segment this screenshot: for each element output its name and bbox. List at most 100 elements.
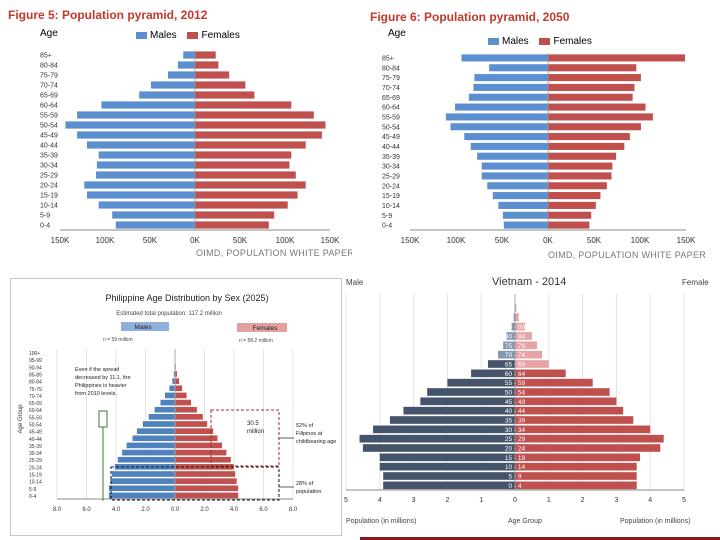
bar-female — [548, 201, 596, 209]
bar-male — [498, 350, 515, 359]
legend-swatch-males — [136, 31, 147, 39]
age-tick-label: 0-4 — [29, 494, 36, 500]
bar-male — [420, 397, 515, 406]
bar-male — [131, 434, 176, 442]
bracket-value-1: 30.5 — [247, 421, 259, 427]
bar-male — [164, 392, 176, 399]
bar-male — [168, 71, 195, 79]
bar-female — [195, 61, 219, 69]
age-tick-label: 25-29 — [40, 173, 58, 180]
bar-male — [474, 74, 548, 82]
legend-females: Females — [553, 36, 592, 47]
figure5-legend: Males Females — [128, 30, 240, 41]
bar-female — [548, 182, 607, 190]
age-tick-label: 35-39 — [382, 154, 400, 161]
bar-male — [171, 377, 176, 385]
age-tick-label: 0-4 — [40, 223, 50, 230]
figure5-age-header: Age — [40, 28, 58, 39]
bar-male — [445, 113, 548, 121]
age-tick-label: 35-39 — [40, 153, 58, 160]
x-tick-label: 4.0 — [112, 507, 121, 513]
bar-female — [548, 142, 625, 150]
bar-female — [195, 131, 322, 139]
x-tick-label: 50K — [587, 236, 602, 245]
bracket-note-line: childbearing age — [296, 439, 336, 445]
bar-female — [548, 192, 601, 200]
age-tick-label: 45-49 — [382, 134, 400, 141]
bar-female — [515, 481, 637, 490]
bar-female — [195, 161, 290, 169]
bar-male — [389, 416, 515, 424]
bar-female — [195, 201, 288, 209]
bar-male — [383, 481, 515, 490]
bar-male — [108, 492, 176, 499]
x-tick-label: 2.0 — [200, 507, 209, 513]
bar-female — [195, 171, 296, 179]
philippines-title: Philippine Age Distribution by Sex (2025… — [105, 293, 268, 303]
bar-male — [117, 456, 176, 464]
bar-male — [511, 322, 515, 331]
bar-male — [142, 420, 176, 428]
bar-male — [455, 103, 548, 111]
figure6-chart: 0-4 5-9 10-14 15-19 20-24 25-29 30-34 35-39 40-4… — [382, 53, 696, 245]
age-tick-label: 75-79 — [29, 387, 42, 393]
age-tick-label: 75-79 — [40, 73, 58, 80]
bar-female — [515, 462, 637, 471]
x-tick-label: 50K — [495, 236, 510, 245]
x-tick-label: 8.0 — [53, 507, 62, 513]
age-tick-label: 20-24 — [382, 183, 400, 190]
legend-swatch-males — [121, 322, 169, 331]
bar-female — [515, 434, 664, 443]
vietnam-title: Vietnam - 2014 — [492, 276, 567, 288]
bar-male — [108, 484, 176, 492]
age-tick-label: 55-59 — [29, 415, 42, 421]
bar-male — [468, 93, 548, 101]
figure5-title: Figure 5: Population pyramid, 2012 — [8, 8, 208, 22]
bar-female — [195, 191, 298, 199]
x-tick-label: 2.0 — [141, 507, 150, 513]
bar-female — [515, 322, 526, 331]
age-tick-label: 40-44 — [382, 144, 400, 151]
bar-male — [498, 201, 548, 209]
bar-female — [515, 304, 517, 312]
age-tick-label: 65-69 — [382, 95, 400, 102]
figure6-legend: Males Females — [480, 36, 592, 47]
age-tick-label: 5-9 — [382, 213, 392, 220]
bar-female — [548, 172, 612, 180]
bar-female — [548, 152, 617, 160]
x-tick-label: 100K — [96, 236, 115, 245]
philippines-panel: Philippine Age Distribution by Sex (2025… — [0, 272, 342, 540]
bar-female — [195, 141, 306, 149]
x-tick-label: 50K — [143, 236, 158, 245]
bar-male — [489, 64, 548, 72]
bar-female — [548, 123, 641, 131]
age-tick-label: 75-79 — [382, 75, 400, 82]
vietnam-xlabel-left: Population (in millions) — [346, 518, 417, 525]
age-tick-label: 25-29 — [29, 458, 42, 464]
bar-female — [195, 211, 275, 219]
bracket-value-2: million — [247, 429, 264, 435]
x-tick-label: 4 — [648, 497, 652, 504]
bar-female — [174, 406, 198, 414]
x-tick-label: 0 — [513, 497, 517, 504]
figure5-chart: 0-4 5-9 10-14 15-19 20-24 25-29 30-34 35-39 40-4… — [40, 50, 340, 245]
x-tick-label: 150K — [51, 236, 70, 245]
legend-females: Females — [253, 325, 279, 332]
bar-female — [515, 388, 610, 396]
x-tick-label: 3 — [412, 497, 416, 504]
age-tick-label: 85-89 — [29, 373, 42, 379]
legend-swatch-males — [488, 37, 499, 45]
bar-male — [383, 472, 515, 480]
bar-male — [461, 54, 548, 62]
age-tick-label: 15-19 — [40, 193, 58, 200]
bar-male — [136, 427, 176, 435]
bar-male — [98, 151, 195, 159]
x-tick-label: 4 — [378, 497, 382, 504]
bar-female — [515, 350, 543, 359]
age-tick-label: 55-59 — [382, 114, 400, 121]
age-tick-label: 40-44 — [29, 437, 42, 443]
bar-female — [548, 83, 635, 91]
bar-female — [515, 397, 617, 406]
age-tick-label: 30-34 — [40, 163, 58, 170]
